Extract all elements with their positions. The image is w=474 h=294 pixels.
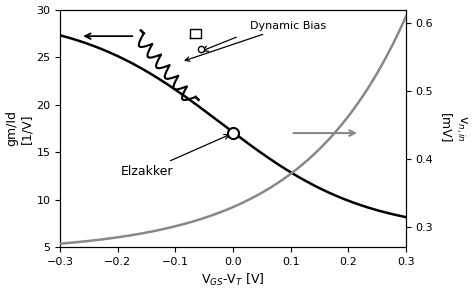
Y-axis label: gm/Id
[1/V]: gm/Id [1/V] [6, 110, 34, 146]
Y-axis label: v$_{n,in}$
[mV]: v$_{n,in}$ [mV] [439, 113, 468, 143]
X-axis label: V$_{GS}$-V$_T$ [V]: V$_{GS}$-V$_T$ [V] [201, 272, 265, 288]
Text: Elzakker: Elzakker [121, 134, 229, 178]
Text: Dynamic Bias: Dynamic Bias [185, 21, 327, 61]
